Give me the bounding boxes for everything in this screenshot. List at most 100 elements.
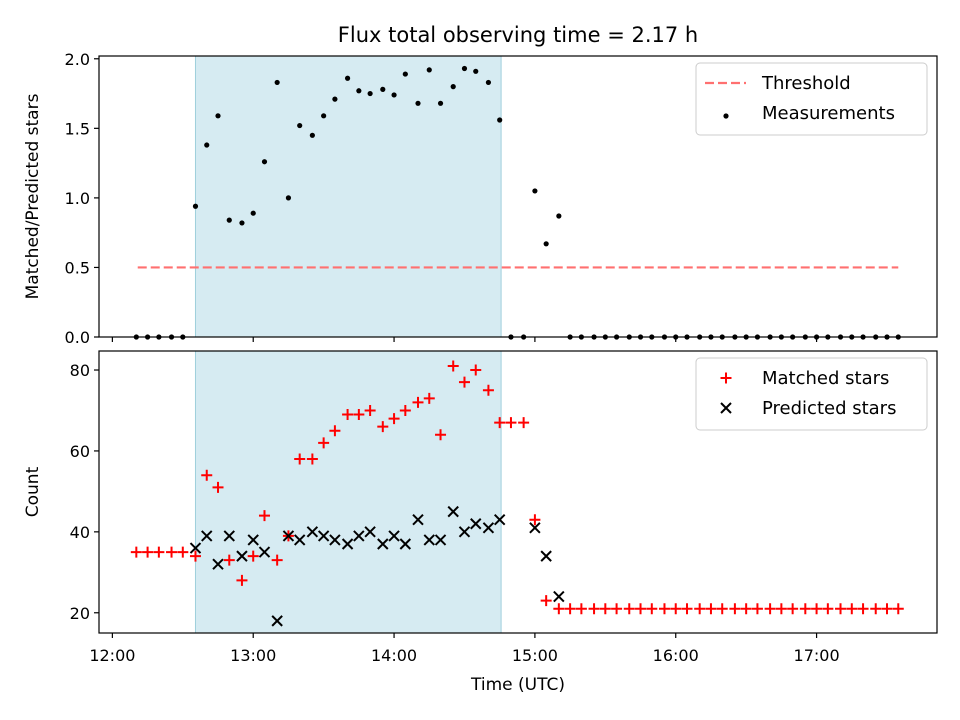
y-axis-label: Count	[23, 466, 43, 517]
predicted-star-point	[282, 530, 295, 542]
matched-star-point	[681, 603, 693, 615]
matched-star-point	[764, 603, 776, 615]
measurement-point	[239, 220, 245, 226]
measurement-point	[485, 79, 492, 86]
predicted-star-point	[493, 514, 506, 526]
measurement-point	[556, 213, 562, 219]
predicted-star-point	[212, 558, 224, 570]
measurement-point	[380, 86, 386, 92]
y-axis-label: Matched/Predicted stars	[23, 93, 43, 299]
matched-star-point	[306, 453, 318, 465]
legend-label: Matched stars	[762, 368, 889, 389]
matched-star-point	[635, 603, 647, 615]
matched-star-point	[353, 409, 365, 421]
series-measurements	[133, 65, 901, 340]
series-matched-stars	[130, 360, 904, 615]
measurement-point	[192, 203, 199, 209]
predicted-star-point	[423, 534, 435, 546]
measurement-point	[204, 142, 210, 148]
legend-measurement-swatch	[723, 113, 729, 119]
predicted-star-point	[271, 615, 283, 627]
matched-star-point	[658, 603, 670, 615]
predicted-star-point	[540, 550, 552, 562]
top-panel: 0.0 0.5 1.0 1.5 2.0 Matched/Predicted stars Th…	[23, 50, 938, 347]
predicted-star-point	[258, 546, 271, 558]
x-tick-label: 16:00	[653, 646, 699, 665]
legend-label: Predicted stars	[762, 398, 896, 419]
x-tick-label: 17:00	[794, 646, 840, 665]
measurement-point	[461, 65, 468, 72]
observing-window-shading	[194, 55, 502, 338]
predicted-star-point	[434, 534, 447, 546]
matched-star-point	[740, 603, 752, 615]
matched-star-point	[212, 481, 224, 493]
predicted-star-point	[399, 538, 412, 550]
matched-star-point	[716, 603, 728, 615]
measurement-point	[402, 71, 408, 77]
predicted-star-point	[247, 534, 259, 546]
matched-star-point	[177, 546, 189, 558]
x-tick-label: 14:00	[371, 646, 417, 665]
measurement-point	[215, 113, 221, 119]
matched-star-point	[505, 417, 517, 429]
predicted-star-point	[377, 538, 389, 550]
matched-star-point	[388, 413, 400, 425]
predicted-star-point	[412, 514, 424, 526]
matched-star-point	[294, 453, 306, 465]
y-tick-label: 40	[70, 523, 90, 542]
matched-star-point	[775, 603, 787, 615]
matched-star-point	[142, 546, 154, 558]
matched-star-point	[540, 595, 552, 607]
predicted-star-point	[353, 530, 365, 542]
matched-star-point	[599, 603, 611, 615]
legend-matched-swatch	[720, 372, 732, 384]
matched-star-point	[470, 364, 482, 376]
measurement-point	[356, 88, 362, 94]
matched-star-point	[223, 554, 235, 566]
matched-star-point	[236, 574, 248, 586]
measurement-point	[543, 241, 549, 247]
measurement-point	[532, 188, 538, 194]
matched-star-point	[377, 421, 389, 433]
legend-box	[695, 62, 928, 136]
legend-box	[695, 357, 928, 431]
measurement-point	[391, 92, 397, 98]
matched-star-point	[670, 603, 682, 615]
matched-star-point	[623, 603, 635, 615]
predicted-star-point	[341, 538, 354, 550]
y-tick-label: 80	[70, 361, 90, 380]
measurement-point	[450, 84, 456, 90]
predicted-star-point	[553, 590, 565, 603]
matched-star-point	[529, 514, 541, 526]
legend: Threshold Measurements	[695, 62, 928, 136]
legend-label: Measurements	[762, 103, 895, 124]
plot-frame	[98, 350, 938, 634]
measurement-point	[285, 195, 292, 201]
predicted-star-point	[236, 550, 248, 562]
matched-star-point	[201, 469, 213, 481]
matched-star-point	[822, 603, 834, 615]
measurement-point	[344, 75, 351, 81]
x-tick-label: 12:00	[89, 646, 135, 665]
matched-star-point	[611, 603, 623, 615]
matched-star-point	[846, 603, 858, 615]
matched-star-point	[553, 603, 565, 615]
legend-predicted-swatch	[720, 402, 732, 414]
predicted-star-point	[329, 534, 341, 546]
matched-star-point	[870, 603, 882, 615]
matched-star-point	[857, 603, 869, 615]
y-tick-label: 1.0	[65, 189, 90, 208]
measurement-point	[250, 210, 256, 216]
predicted-star-point	[201, 530, 213, 542]
matched-star-point	[575, 603, 587, 615]
matched-star-point	[564, 603, 576, 615]
matched-star-point	[412, 396, 424, 408]
measurement-point	[226, 217, 232, 223]
measurement-point	[473, 68, 479, 74]
y-tick-label: 0.5	[65, 258, 90, 277]
matched-star-point	[694, 603, 706, 615]
predicted-star-point	[447, 505, 459, 518]
predicted-star-point	[458, 526, 471, 538]
predicted-star-point	[317, 530, 330, 542]
